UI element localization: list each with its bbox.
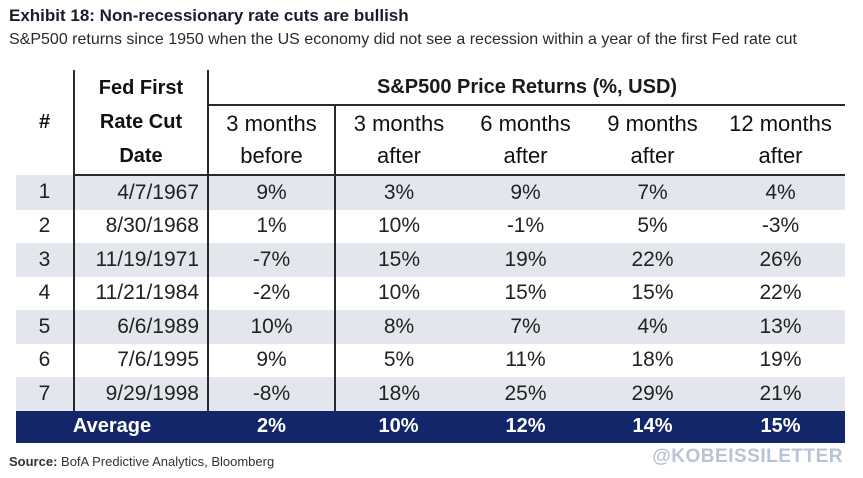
cell-9m-after: 7% bbox=[589, 175, 716, 210]
header-number-label: # bbox=[38, 111, 51, 133]
cell-9m-after: 15% bbox=[631, 281, 674, 305]
row-number: 7 bbox=[16, 377, 75, 411]
subheader-12m-after: 12 months after bbox=[716, 105, 846, 176]
exhibit-subtitle: S&P500 returns since 1950 when the US ec… bbox=[9, 31, 797, 48]
cell-3m-after: 10% bbox=[377, 214, 421, 238]
exhibit-title: Exhibit 18: Non-recessionary rate cuts a… bbox=[9, 6, 409, 25]
header-date-line3: Date bbox=[119, 145, 163, 167]
table-row: 1 4/7/1967 9% 3% 9% 7% 4% bbox=[16, 175, 846, 210]
cell-9m-after: 18% bbox=[631, 348, 674, 372]
subheader-line: 12 months bbox=[729, 111, 832, 136]
source-text: BofA Predictive Analytics, Bloomberg bbox=[61, 454, 275, 469]
cell-3m-before: 9% bbox=[208, 175, 336, 210]
cell-12m-after: 19% bbox=[759, 348, 802, 372]
avg-12m-after: 15% bbox=[716, 410, 846, 443]
cell-12m-after: 13% bbox=[716, 310, 846, 344]
subheader-6m-after: 6 months after bbox=[462, 105, 589, 176]
row-date: 11/19/1971 bbox=[74, 243, 209, 277]
header-date: Fed First Rate Cut Date bbox=[74, 70, 209, 176]
table-row: 5 6/6/1989 10% 8% 7% 4% 13% bbox=[16, 310, 846, 344]
cell-3m-after: 8% bbox=[335, 310, 462, 344]
table-row: 3 11/19/1971 -7% 15% 19% 22% 26% bbox=[16, 243, 846, 277]
row-date: 6/6/1989 bbox=[74, 310, 209, 344]
cell-12m-after: 26% bbox=[716, 243, 846, 277]
source-label: Source: bbox=[9, 454, 58, 469]
cell-6m-after: 19% bbox=[462, 243, 589, 277]
row-number: 3 bbox=[16, 243, 75, 277]
cell-9m-after: 22% bbox=[589, 243, 716, 277]
row-number: 6 bbox=[16, 343, 75, 377]
cell-9m-after: 29% bbox=[589, 377, 716, 411]
subheader-line: 3 months bbox=[226, 111, 317, 136]
cell-6m-after: 11% bbox=[505, 348, 546, 372]
subheader-3m-after: 3 months after bbox=[335, 105, 462, 176]
average-label: Average bbox=[16, 410, 208, 443]
subheader-line: after bbox=[630, 143, 675, 168]
table-row: 7 9/29/1998 -8% 18% 25% 29% 21% bbox=[16, 377, 846, 411]
cell-9m-after: 4% bbox=[589, 310, 716, 344]
row-date: 8/30/1968 bbox=[74, 209, 209, 243]
row-date: 11/21/1984 bbox=[74, 276, 209, 310]
row-number: 2 bbox=[16, 209, 75, 243]
subheader-line: before bbox=[240, 143, 303, 168]
header-date-line2: Rate Cut bbox=[99, 111, 183, 133]
subheader-line: 6 months bbox=[480, 111, 571, 136]
cell-6m-after: -1% bbox=[506, 214, 545, 238]
header-number: # bbox=[16, 70, 75, 175]
subheader-line: 3 months bbox=[353, 111, 445, 136]
cell-3m-after: 5% bbox=[383, 348, 415, 372]
cell-3m-before: 10% bbox=[208, 310, 336, 344]
table-row: 2 8/30/1968 1% 10% -1% 5% -3% bbox=[16, 209, 845, 243]
avg-3m-after: 10% bbox=[335, 410, 462, 443]
table-row: 6 7/6/1995 9% 5% 11% 18% 19% bbox=[16, 343, 845, 377]
row-date: 9/29/1998 bbox=[74, 377, 209, 411]
avg-9m-after: 14% bbox=[589, 410, 716, 443]
avg-6m-after: 12% bbox=[462, 410, 589, 443]
row-date: 7/6/1995 bbox=[74, 343, 209, 377]
cell-12m-after: 22% bbox=[759, 281, 802, 305]
subheader-line: after bbox=[758, 143, 803, 168]
row-number: 4 bbox=[16, 276, 75, 310]
cell-3m-after: 15% bbox=[335, 243, 462, 277]
subheader-line: after bbox=[376, 143, 422, 168]
subheader-9m-after: 9 months after bbox=[589, 105, 716, 176]
avg-3m-before: 2% bbox=[208, 410, 335, 443]
returns-table: # Fed First Rate Cut Date S&P500 Price R… bbox=[16, 70, 846, 443]
cell-3m-before: 9% bbox=[208, 343, 336, 377]
cell-3m-before: -2% bbox=[208, 276, 336, 310]
cell-6m-after: 25% bbox=[462, 377, 589, 411]
cell-3m-after: 10% bbox=[377, 281, 421, 305]
cell-3m-before: 1% bbox=[208, 209, 336, 243]
cell-6m-after: 7% bbox=[462, 310, 589, 344]
group-header: S&P500 Price Returns (%, USD) bbox=[208, 70, 846, 106]
cell-12m-after: 4% bbox=[716, 175, 846, 210]
cell-9m-after: 5% bbox=[637, 214, 668, 238]
source-note: Source: BofA Predictive Analytics, Bloom… bbox=[9, 454, 274, 469]
cell-3m-before: -7% bbox=[208, 243, 336, 277]
average-row: Average 2% 10% 12% 14% 15% bbox=[16, 410, 846, 443]
row-date: 4/7/1967 bbox=[74, 175, 209, 210]
subheader-3m-before: 3 months before bbox=[208, 105, 336, 176]
cell-12m-after: -3% bbox=[761, 214, 800, 238]
row-number: 1 bbox=[16, 175, 75, 210]
cell-3m-before: -8% bbox=[208, 377, 336, 411]
cell-6m-after: 9% bbox=[462, 175, 589, 210]
cell-12m-after: 21% bbox=[716, 377, 846, 411]
cell-3m-after: 3% bbox=[335, 175, 462, 210]
subheader-line: after bbox=[503, 143, 548, 168]
header-date-line1: Fed First bbox=[98, 77, 184, 99]
cell-6m-after: 15% bbox=[504, 281, 547, 305]
watermark: @KOBEISSILETTER bbox=[652, 446, 843, 467]
table-row: 4 11/21/1984 -2% 10% 15% 15% 22% bbox=[16, 276, 845, 310]
subheader-line: 9 months bbox=[607, 111, 698, 136]
row-number: 5 bbox=[16, 310, 75, 344]
cell-3m-after: 18% bbox=[335, 377, 462, 411]
